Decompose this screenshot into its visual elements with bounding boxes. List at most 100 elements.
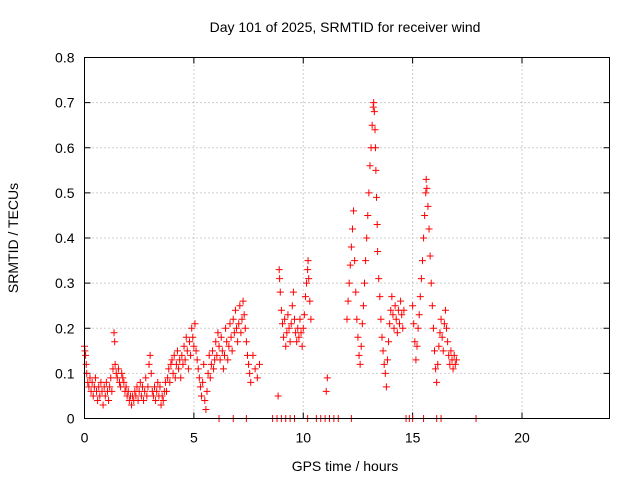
data-point [282,342,290,350]
data-point [364,211,372,219]
data-point [143,392,151,400]
data-point [180,342,188,350]
axis-ticks: 0 0.1 0.2 0.3 0.4 0.5 0.6 0.7 0.8 0 5 10 15 20 [55,50,610,446]
data-point [412,356,420,364]
data-point [416,293,424,301]
data-point [376,293,384,301]
data-point [234,338,242,346]
data-point [280,333,288,341]
data-point [235,320,243,328]
data-point [286,338,294,346]
data-point [82,360,90,368]
plot-frame [84,57,610,419]
data-point [424,202,432,210]
data-point [229,315,237,323]
data-point [371,126,379,134]
data-point [373,220,381,228]
data-point [140,396,148,404]
data-point [417,275,425,283]
data-point [357,342,365,350]
data-point [173,347,181,355]
data-point [396,320,403,328]
data-point [296,315,304,323]
data-point [374,248,382,256]
data-point [223,338,231,346]
data-point [189,333,197,341]
data-point [142,374,150,382]
data-point [199,378,207,386]
data-point [166,378,174,386]
data-point [237,329,245,337]
data-point [200,360,208,368]
data-point [421,211,429,219]
data-point [307,315,315,323]
data-point [206,374,214,382]
data-point [122,383,130,391]
data-point [191,320,199,328]
data-point [275,266,283,274]
data-point [165,365,173,373]
y-axis-label: SRMTID / TECUs [5,183,21,293]
data-point [107,374,115,382]
data-point [420,234,428,242]
data-point [111,338,119,346]
y-tick-label: 0.2 [55,320,75,336]
data-point [351,257,359,265]
data-point [245,360,253,368]
data-point [382,383,390,391]
data-point [289,288,297,296]
data-point [285,324,293,332]
data-point [188,324,196,332]
data-point [158,392,166,400]
data-point [276,288,284,296]
y-tick-label: 0.3 [55,275,75,291]
data-point [147,369,155,377]
data-point [283,329,291,337]
data-point [355,351,363,359]
data-point [451,360,459,368]
data-point [215,342,223,350]
data-point [163,387,171,395]
data-point [365,189,373,197]
data-point [298,342,306,350]
data-point [221,351,228,359]
data-point [144,383,152,391]
data-point [201,396,209,404]
data-point [205,351,213,359]
x-tick-label: 0 [81,430,89,446]
data-point [284,311,292,319]
data-point [447,347,455,355]
data-point [350,207,358,215]
data-point [242,338,250,346]
x-tick-label: 10 [295,430,311,446]
data-point [399,324,407,332]
data-point [372,166,380,174]
data-point [410,320,418,328]
data-point [114,365,122,373]
data-point [306,297,314,305]
data-point [277,306,285,314]
data-point [164,374,172,382]
data-point [101,392,109,400]
data-point [388,293,396,301]
data-point [418,257,426,265]
data-point [358,320,366,328]
data-point [219,365,227,373]
data-point [146,351,154,359]
data-point [370,99,378,107]
data-point [431,347,438,355]
data-point [301,293,309,301]
data-point [247,378,255,386]
data-point [368,121,376,129]
data-point [214,329,222,337]
data-point [239,297,247,305]
data-point [195,374,203,382]
data-point [91,374,99,382]
data-point [276,275,284,283]
data-point [304,266,312,274]
data-point [438,333,446,341]
data-point [348,225,356,233]
data-point [435,342,443,350]
data-point [400,306,408,314]
data-point [89,392,97,400]
